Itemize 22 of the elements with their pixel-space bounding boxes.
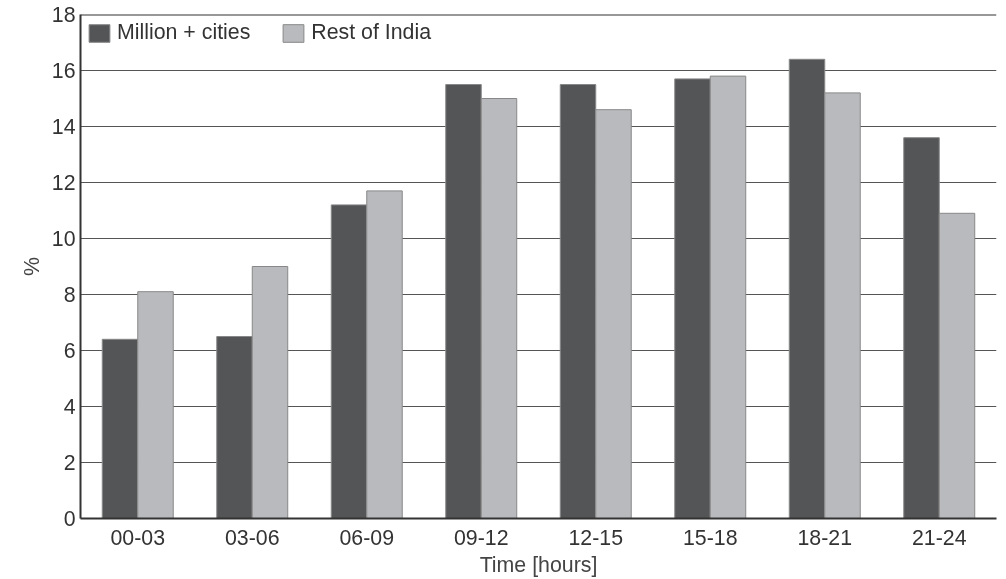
legend-label: Million + cities (117, 20, 251, 45)
x-tick-label: 03-06 (224, 525, 280, 550)
y-tick-label: 14 (51, 115, 76, 139)
y-tick-label: 4 (63, 395, 76, 419)
x-tick-label: 18-21 (797, 525, 853, 550)
x-tick-label: 06-09 (339, 525, 395, 550)
y-axis-title: % (19, 256, 44, 276)
x-tick-label: 09-12 (453, 525, 509, 550)
y-tick-label: 0 (63, 507, 76, 531)
y-tick-label: 8 (63, 283, 76, 307)
legend-label: Rest of India (311, 20, 432, 45)
y-tick-label: 18 (51, 3, 76, 27)
y-tick-label: 10 (51, 227, 76, 251)
y-tick-label: 6 (63, 339, 76, 363)
x-tick-label: 21-24 (911, 525, 967, 550)
y-tick-label: 2 (63, 451, 76, 475)
x-tick-label: 12-15 (568, 525, 624, 550)
x-tick-label: 15-18 (682, 525, 738, 550)
x-tick-label: 00-03 (110, 525, 166, 550)
y-tick-label: 12 (51, 171, 76, 195)
x-axis-title: Time [hours] (479, 552, 598, 577)
y-tick-label: 16 (51, 59, 76, 83)
